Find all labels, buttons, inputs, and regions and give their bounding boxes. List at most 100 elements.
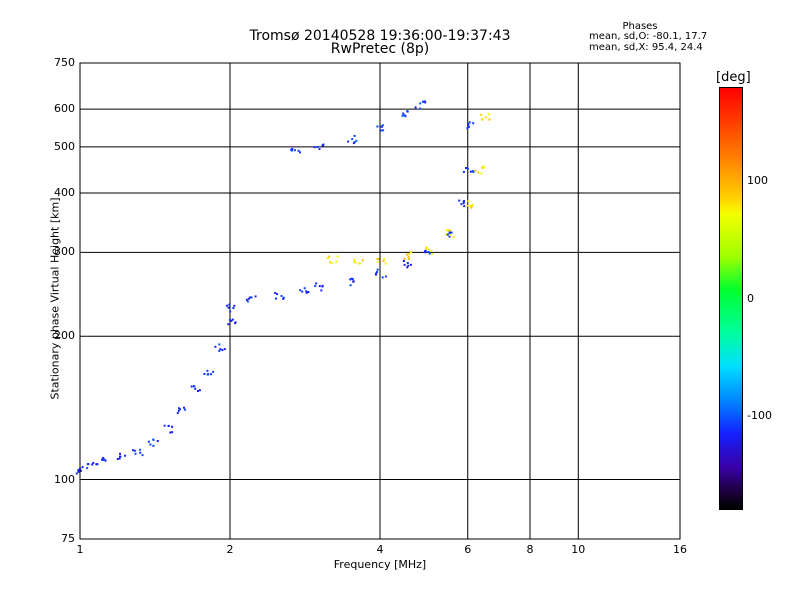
echo-point bbox=[184, 408, 187, 411]
echo-point bbox=[472, 122, 475, 125]
echo-point bbox=[361, 259, 364, 262]
echo-point bbox=[376, 125, 379, 128]
echo-point bbox=[403, 257, 406, 260]
echo-point bbox=[376, 268, 379, 271]
y-tick-label: 400 bbox=[54, 185, 75, 199]
echo-point bbox=[124, 454, 126, 457]
echo-point bbox=[104, 459, 107, 462]
echo-point bbox=[299, 289, 302, 292]
echo-point bbox=[482, 165, 485, 168]
echo-point bbox=[467, 200, 470, 203]
y-tick-label: 100 bbox=[54, 472, 75, 486]
echo-point bbox=[206, 369, 209, 372]
x-tick-label: 2 bbox=[226, 543, 234, 556]
grid bbox=[80, 63, 680, 539]
echo-point bbox=[460, 203, 463, 206]
echo-point bbox=[274, 297, 277, 300]
echo-point bbox=[424, 249, 427, 252]
echo-point bbox=[75, 472, 78, 475]
echo-point bbox=[452, 236, 455, 239]
echo-point bbox=[133, 449, 136, 452]
echo-point bbox=[376, 260, 379, 263]
echo-point bbox=[424, 101, 427, 104]
echo-point bbox=[218, 349, 221, 352]
echo-point bbox=[230, 319, 233, 322]
echo-point bbox=[404, 115, 407, 118]
colorbar-label: [deg] bbox=[716, 70, 751, 85]
x-tick-label: 8 bbox=[526, 543, 534, 556]
echo-point bbox=[335, 260, 338, 263]
echo-point bbox=[375, 271, 378, 274]
echo-point bbox=[316, 146, 319, 148]
echo-point bbox=[428, 252, 431, 255]
echo-point bbox=[353, 134, 356, 137]
chart-title: Tromsø 20140528 19:36:00-19:37:43 bbox=[249, 28, 511, 44]
echo-point bbox=[228, 303, 231, 306]
echo-point bbox=[132, 449, 134, 452]
echo-point bbox=[190, 385, 193, 388]
echo-point bbox=[381, 124, 384, 127]
echo-point bbox=[480, 172, 483, 175]
echo-point bbox=[297, 149, 300, 152]
echo-point bbox=[406, 110, 409, 113]
colorbar-tick-label: 0 bbox=[747, 291, 754, 305]
echo-point bbox=[321, 284, 324, 287]
echo-point bbox=[198, 389, 201, 392]
echo-point bbox=[141, 454, 144, 457]
echo-point bbox=[250, 296, 253, 299]
echo-point bbox=[431, 252, 434, 255]
echo-point bbox=[225, 304, 228, 307]
x-tick-label: 4 bbox=[376, 543, 384, 556]
echo-point bbox=[330, 262, 333, 265]
echo-point bbox=[102, 456, 105, 459]
echo-point bbox=[87, 463, 90, 465]
echo-point bbox=[192, 385, 195, 388]
echo-point bbox=[468, 121, 471, 124]
echo-point bbox=[167, 425, 170, 427]
echo-point bbox=[203, 373, 206, 375]
echo-point bbox=[274, 292, 277, 294]
echo-point bbox=[458, 199, 461, 202]
echo-point bbox=[354, 261, 357, 264]
echo-point bbox=[314, 285, 317, 287]
echo-point bbox=[91, 463, 94, 466]
scatter-points bbox=[75, 100, 491, 475]
echo-point bbox=[480, 113, 483, 116]
echo-point bbox=[463, 205, 466, 208]
echo-point bbox=[206, 373, 209, 376]
echo-point bbox=[119, 452, 121, 455]
echo-point bbox=[299, 151, 301, 154]
echo-point bbox=[214, 345, 217, 348]
echo-point bbox=[477, 171, 480, 174]
echo-point bbox=[481, 166, 484, 169]
echo-point bbox=[254, 295, 257, 298]
y-tick-label: 300 bbox=[54, 245, 75, 259]
echo-point bbox=[448, 230, 451, 233]
echo-point bbox=[403, 263, 406, 266]
plot-frame bbox=[79, 62, 681, 540]
echo-point bbox=[171, 425, 173, 428]
echo-point bbox=[382, 129, 385, 132]
echo-point bbox=[282, 297, 285, 300]
echo-point bbox=[450, 231, 453, 234]
echo-point bbox=[449, 229, 451, 232]
echo-point bbox=[291, 149, 294, 152]
echo-point bbox=[139, 451, 142, 454]
echo-point bbox=[447, 229, 450, 232]
echo-point bbox=[103, 458, 106, 461]
stats-o-line: mean, sd,O: -80.1, 17.7 bbox=[589, 31, 708, 42]
echo-point bbox=[233, 304, 236, 307]
echo-point bbox=[171, 431, 174, 434]
echo-point bbox=[139, 448, 142, 451]
stats-header: Phases bbox=[622, 21, 658, 32]
echo-point bbox=[81, 466, 84, 469]
echo-point bbox=[156, 440, 159, 442]
echo-point bbox=[307, 291, 310, 293]
echo-point bbox=[402, 260, 405, 262]
echo-point bbox=[227, 323, 230, 326]
echo-point bbox=[116, 458, 119, 460]
echo-point bbox=[349, 278, 352, 281]
echo-point bbox=[414, 106, 417, 109]
echo-point bbox=[419, 102, 422, 105]
echo-point bbox=[276, 293, 279, 296]
